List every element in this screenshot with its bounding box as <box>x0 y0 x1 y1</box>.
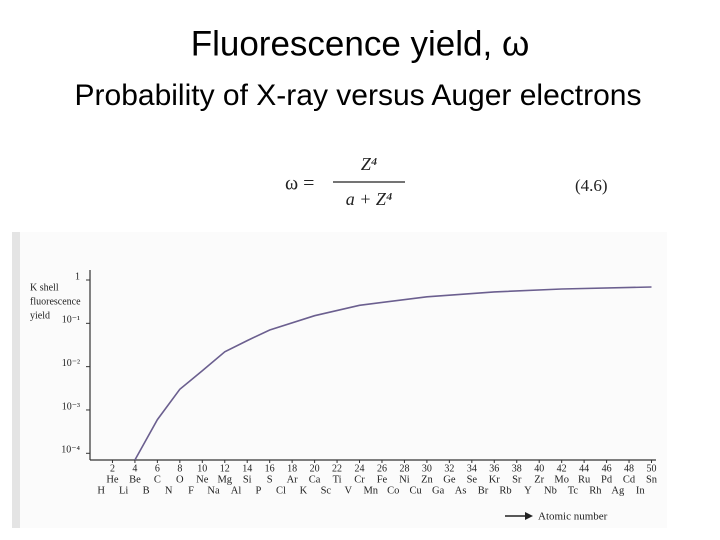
element-label: Cd <box>623 474 636 485</box>
x-tick-label: 18 <box>287 463 297 474</box>
element-label: N <box>165 485 173 496</box>
element-label: Mo <box>554 474 569 485</box>
y-tick-label: 10⁻¹ <box>62 315 80 326</box>
x-tick-label: 30 <box>422 463 432 474</box>
element-label: Be <box>129 474 141 485</box>
x-tick-label: 44 <box>579 463 589 474</box>
data-line <box>134 286 652 461</box>
element-label: Zr <box>534 474 544 485</box>
element-label: Ni <box>399 474 410 485</box>
element-label: Ti <box>333 474 342 485</box>
element-label: O <box>176 474 184 485</box>
element-label: Br <box>478 485 489 496</box>
slide-title: Fluorescence yield, ω <box>191 24 530 63</box>
x-tick-label: 8 <box>177 463 182 474</box>
x-tick-label: 24 <box>355 463 365 474</box>
element-label: Cl <box>276 485 286 496</box>
element-label: Tc <box>568 485 579 496</box>
element-label: Ag <box>611 485 625 496</box>
x-tick-label: 2 <box>110 463 115 474</box>
element-label: Sr <box>512 474 522 485</box>
element-label: S <box>267 474 273 485</box>
x-tick-label: 50 <box>647 463 657 474</box>
element-label: Zn <box>421 474 433 485</box>
slide-subtitle: Probability of X-ray versus Auger electr… <box>75 79 642 112</box>
element-label: He <box>106 474 119 485</box>
y-label-line: K shell <box>30 282 59 293</box>
x-tick-label: 42 <box>557 463 567 474</box>
x-tick-label: 20 <box>310 463 320 474</box>
element-label: Ne <box>196 474 209 485</box>
scan-edge <box>12 232 20 528</box>
x-tick-label: 22 <box>332 463 342 474</box>
x-tick-label: 14 <box>242 463 252 474</box>
x-tick-label: 46 <box>602 463 612 474</box>
element-label: As <box>455 485 467 496</box>
element-label: Cu <box>410 485 423 496</box>
element-label: Li <box>119 485 128 496</box>
formula-lhs: ω = <box>285 173 314 195</box>
x-tick-label: 4 <box>132 463 137 474</box>
element-label: Sn <box>646 474 658 485</box>
element-label: Rh <box>589 485 602 496</box>
y-tick-label: 1 <box>75 271 80 282</box>
element-label: Na <box>207 485 220 496</box>
element-label: Ru <box>578 474 591 485</box>
element-label: Fe <box>377 474 388 485</box>
element-label: H <box>97 485 105 496</box>
element-label: Ar <box>287 474 299 485</box>
x-tick-label: 12 <box>220 463 230 474</box>
element-label: P <box>256 485 262 496</box>
element-label: In <box>636 485 645 496</box>
x-tick-label: 36 <box>489 463 499 474</box>
x-tick-label: 38 <box>512 463 522 474</box>
y-tick-label: 10⁻² <box>62 358 80 369</box>
element-label: Ca <box>309 474 321 485</box>
y-tick-label: 10⁻³ <box>62 401 80 412</box>
element-label: Kr <box>489 474 501 485</box>
element-label: Rb <box>499 485 511 496</box>
element-label: Mn <box>363 485 378 496</box>
y-label-line: yield <box>30 310 50 321</box>
element-label: Mg <box>217 474 232 485</box>
y-tick-label: 10⁻⁴ <box>61 445 80 456</box>
x-tick-label: 40 <box>534 463 544 474</box>
element-label: V <box>344 485 352 496</box>
x-tick-label: 6 <box>155 463 160 474</box>
y-axis-label: K shell fluorescence yield <box>30 282 81 321</box>
x-tick-label: 34 <box>467 463 477 474</box>
element-label: K <box>300 485 308 496</box>
element-label: Pd <box>601 474 613 485</box>
element-label: F <box>188 485 194 496</box>
element-label: C <box>154 474 161 485</box>
element-label: Co <box>387 485 399 496</box>
x-tick-label: 16 <box>265 463 275 474</box>
element-label: Ga <box>432 485 445 496</box>
element-label: Cr <box>354 474 365 485</box>
formula-numerator: Z⁴ <box>361 154 377 174</box>
x-axis-label: Atomic number <box>538 511 608 523</box>
element-label: Y <box>524 485 532 496</box>
element-label: Si <box>243 474 252 485</box>
element-label: Ge <box>443 474 456 485</box>
element-label: Nb <box>544 485 557 496</box>
element-label: B <box>143 485 150 496</box>
formula-denominator: a + Z⁴ <box>346 189 392 209</box>
element-label: Al <box>231 485 242 496</box>
x-tick-label: 32 <box>444 463 454 474</box>
x-arrowhead <box>525 512 533 520</box>
y-label-line: fluorescence <box>30 296 81 307</box>
equation-number: (4.6) <box>575 176 608 195</box>
x-tick-label: 28 <box>399 463 409 474</box>
x-tick-label: 48 <box>624 463 634 474</box>
element-label: Sc <box>321 485 332 496</box>
x-tick-label: 10 <box>197 463 207 474</box>
x-tick-label: 26 <box>377 463 387 474</box>
element-label: Se <box>467 474 478 485</box>
scan-area <box>12 232 667 528</box>
